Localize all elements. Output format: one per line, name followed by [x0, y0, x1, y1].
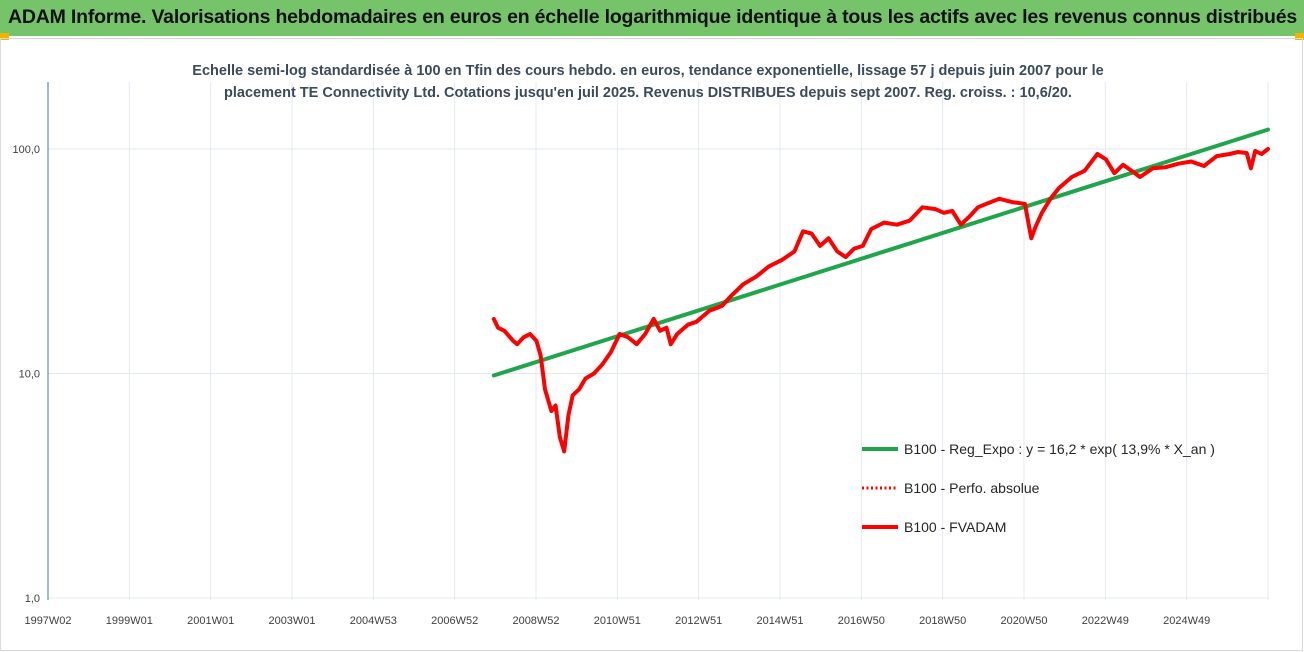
- corner-marker-left: [0, 33, 9, 40]
- legend: B100 - Reg_Expo : y = 16,2 * exp( 13,9% …: [862, 441, 1215, 535]
- x-tick-label: 1997W02: [24, 615, 71, 627]
- legend-label-reg-expo: B100 - Reg_Expo : y = 16,2 * exp( 13,9% …: [904, 441, 1215, 457]
- x-tick-label: 2012W51: [675, 615, 722, 627]
- x-tick-label: 2010W51: [594, 615, 641, 627]
- y-tick-label: 1,0: [25, 593, 40, 605]
- series-fvadam-line: [491, 147, 1270, 454]
- x-tick-label: 2004W53: [350, 615, 397, 627]
- chart-area: [0, 38, 1303, 651]
- x-tick-label: 2016W50: [838, 615, 885, 627]
- x-tick-label: 2003W01: [268, 615, 315, 627]
- y-tick-label: 100,0: [12, 144, 40, 156]
- legend-label-fvadam: B100 - FVADAM: [904, 519, 1006, 535]
- x-tick-label: 2008W52: [512, 615, 559, 627]
- x-tick-labels: 1997W02 1999W01 2001W01 2003W01 2004W53 2006W…: [24, 615, 1210, 627]
- y-tick-labels: 1,0 10,0 100,0: [12, 144, 40, 605]
- series: [491, 127, 1270, 454]
- banner-title: ADAM Informe. Valorisations hebdomadaire…: [8, 6, 1298, 28]
- x-tick-label: 2020W50: [1000, 615, 1047, 627]
- x-tick-label: 2014W51: [756, 615, 803, 627]
- y-tick-label: 10,0: [19, 369, 40, 381]
- x-tick-label: 2006W52: [431, 615, 478, 627]
- x-tick-label: 2024W49: [1163, 615, 1210, 627]
- series-reg-expo-line: [491, 127, 1270, 378]
- legend-label-perfo-absolue: B100 - Perfo. absolue: [904, 480, 1040, 496]
- x-tick-label: 2018W50: [919, 615, 966, 627]
- corner-marker-right: [1295, 33, 1304, 40]
- title-banner: ADAM Informe. Valorisations hebdomadaire…: [0, 0, 1304, 36]
- x-tick-label: 2001W01: [187, 615, 234, 627]
- chart-title-line-2: placement TE Connectivity Ltd. Cotations…: [224, 85, 1072, 101]
- x-tick-label: 1999W01: [106, 615, 153, 627]
- x-tick-label: 2022W49: [1082, 615, 1129, 627]
- grid: [48, 82, 1269, 600]
- chart-title-line-1: Echelle semi-log standardisée à 100 en T…: [192, 63, 1103, 79]
